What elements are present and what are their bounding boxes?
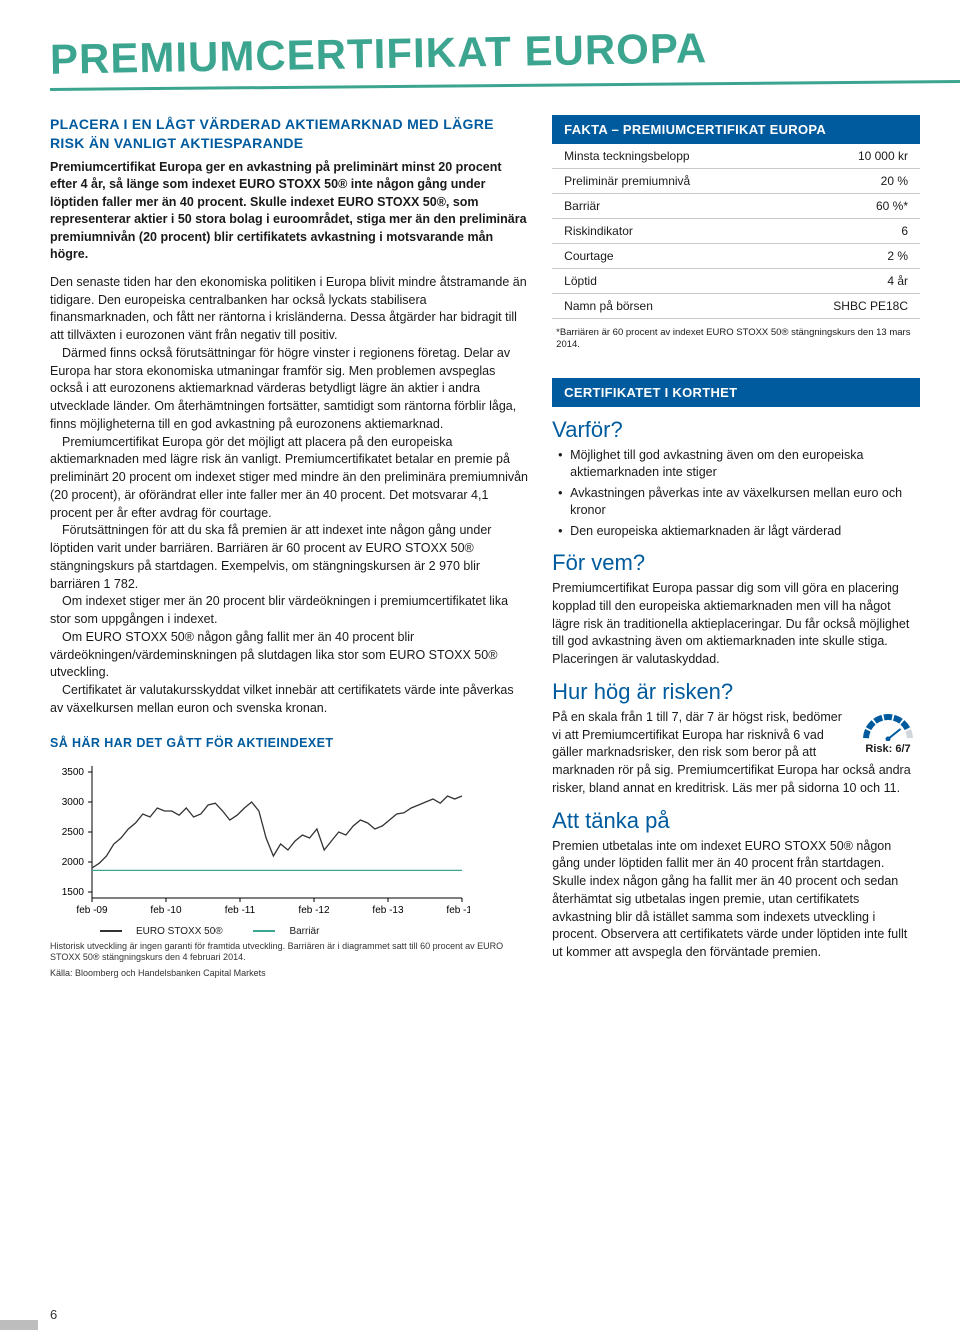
risk-label: Risk: 6/7 xyxy=(860,743,916,755)
right-column: FAKTA – PREMIUMCERTIFIKAT EUROPA Minsta … xyxy=(552,115,920,980)
svg-text:3000: 3000 xyxy=(62,797,85,808)
table-row: Courtage2 % xyxy=(552,244,920,269)
q-why: Varför? xyxy=(552,417,920,443)
svg-text:1500: 1500 xyxy=(62,887,85,898)
facts-header: FAKTA – PREMIUMCERTIFIKAT EUROPA xyxy=(552,115,920,144)
chart-caption-2: Källa: Bloomberg och Handelsbanken Capit… xyxy=(50,968,528,980)
table-row: Löptid4 år xyxy=(552,269,920,294)
fact-label: Barriär xyxy=(552,194,774,219)
why-bullets: Möjlighet till god avkastning även om de… xyxy=(552,447,920,541)
svg-text:feb -10: feb -10 xyxy=(150,905,182,916)
q-for-whom: För vem? xyxy=(552,550,920,576)
fact-label: Preliminär premiumnivå xyxy=(552,169,774,194)
body-p3: Premiumcertifikat Europa gör det möjligt… xyxy=(50,434,528,523)
fact-label: Namn på börsen xyxy=(552,294,774,319)
q-risk: Hur hög är risken? xyxy=(552,679,920,705)
fact-value: 60 %* xyxy=(774,194,920,219)
svg-text:feb -13: feb -13 xyxy=(372,905,404,916)
svg-text:2000: 2000 xyxy=(62,857,85,868)
table-row: Riskindikator6 xyxy=(552,219,920,244)
chart-legend: EURO STOXX 50® Barriär xyxy=(50,926,528,937)
svg-text:3500: 3500 xyxy=(62,767,85,778)
table-row: Namn på börsenSHBC PE18C xyxy=(552,294,920,319)
fact-label: Courtage xyxy=(552,244,774,269)
body-text: Den senaste tiden har den ekonomiska pol… xyxy=(50,274,528,718)
body-p1: Den senaste tiden har den ekonomiska pol… xyxy=(50,274,528,345)
q-consider: Att tänka på xyxy=(552,808,920,834)
list-item: Avkastningen påverkas inte av växelkurse… xyxy=(558,485,920,520)
list-item: Den europeiska aktiemarknaden är lågt vä… xyxy=(558,523,920,541)
fact-value: 4 år xyxy=(774,269,920,294)
body-p6: Om EURO STOXX 50® någon gång fallit mer … xyxy=(50,629,528,682)
chart-heading: SÅ HÄR HAR DET GÅTT FÖR AKTIEINDEXET xyxy=(50,736,528,750)
fact-value: 20 % xyxy=(774,169,920,194)
table-row: Barriär60 %* xyxy=(552,194,920,219)
brief-header: CERTIFIKATET I KORTHET xyxy=(552,378,920,407)
lead-subtext: Premiumcertifikat Europa ger en avkastni… xyxy=(50,159,528,264)
body-p5: Om indexet stiger mer än 20 procent blir… xyxy=(50,593,528,629)
svg-text:feb -12: feb -12 xyxy=(298,905,330,916)
body-p4: Förutsättningen för att du ska få premie… xyxy=(50,522,528,593)
chart-caption-1: Historisk utveckling är ingen garanti fö… xyxy=(50,941,528,964)
for-whom-text: Premiumcertifikat Europa passar dig som … xyxy=(552,580,920,669)
list-item: Möjlighet till god avkastning även om de… xyxy=(558,447,920,482)
consider-text: Premien utbetalas inte om indexet EURO S… xyxy=(552,838,920,962)
facts-table: Minsta teckningsbelopp10 000 krPreliminä… xyxy=(552,144,920,319)
lead-heading: PLACERA I EN LÅGT VÄRDERAD AKTIEMARKNAD … xyxy=(50,115,528,153)
risk-gauge: Risk: 6/7 xyxy=(860,711,916,755)
svg-text:feb -11: feb -11 xyxy=(225,905,256,916)
fact-value: 2 % xyxy=(774,244,920,269)
svg-text:2500: 2500 xyxy=(62,827,85,838)
svg-text:feb -14: feb -14 xyxy=(446,905,470,916)
left-column: PLACERA I EN LÅGT VÄRDERAD AKTIEMARKNAD … xyxy=(50,115,528,980)
fact-value: 6 xyxy=(774,219,920,244)
fact-label: Löptid xyxy=(552,269,774,294)
fact-value: SHBC PE18C xyxy=(774,294,920,319)
fact-value: 10 000 kr xyxy=(774,144,920,169)
table-row: Preliminär premiumnivå20 % xyxy=(552,169,920,194)
table-row: Minsta teckningsbelopp10 000 kr xyxy=(552,144,920,169)
body-p7: Certifikatet är valutakursskyddat vilket… xyxy=(50,682,528,718)
fact-label: Minsta teckningsbelopp xyxy=(552,144,774,169)
facts-footnote: *Barriären är 60 procent av indexet EURO… xyxy=(552,327,920,364)
line-chart: 1500 2000 2500 3000 3500 feb -09 feb -10 feb -1… xyxy=(50,760,528,920)
banner-underline xyxy=(50,80,960,91)
page-number: 6 xyxy=(50,1307,57,1322)
body-p2: Därmed finns också förutsättningar för h… xyxy=(50,345,528,434)
svg-text:feb -09: feb -09 xyxy=(76,905,108,916)
side-bar-decor xyxy=(0,1320,38,1330)
gauge-icon xyxy=(860,711,916,741)
page-title: PREMIUMCERTIFIKAT EUROPA xyxy=(50,24,708,83)
legend-0: EURO STOXX 50® xyxy=(136,926,223,937)
fact-label: Riskindikator xyxy=(552,219,774,244)
page-banner: PREMIUMCERTIFIKAT EUROPA xyxy=(0,30,960,87)
chart-svg: 1500 2000 2500 3000 3500 feb -09 feb -10 feb -1… xyxy=(50,760,470,920)
legend-1: Barriär xyxy=(289,926,319,937)
